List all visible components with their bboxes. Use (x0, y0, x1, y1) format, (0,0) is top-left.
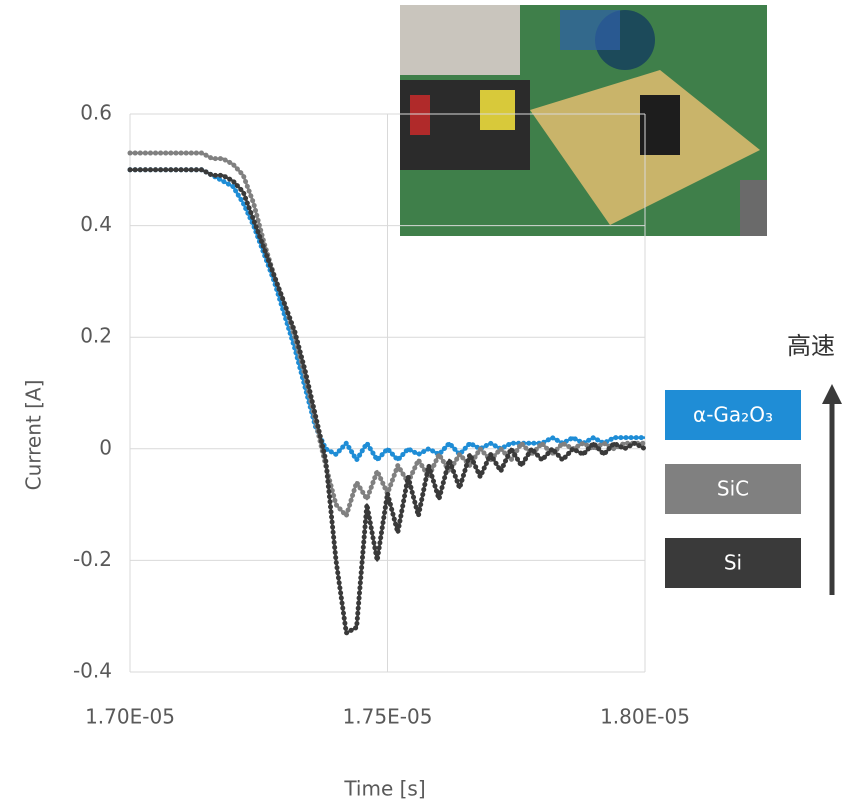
x-tick-label: 1.75E-05 (343, 705, 433, 729)
y-tick-label: 0 (99, 435, 112, 459)
legend-swatch (665, 390, 801, 440)
y-tick-label: -0.4 (73, 659, 112, 683)
y-tick-label: 0.4 (80, 212, 112, 236)
speed-annotation: 高速 (787, 332, 835, 360)
photo (400, 5, 767, 236)
series-line-core (130, 168, 646, 635)
legend-label: SiC (717, 477, 749, 501)
y-tick-label: -0.2 (73, 547, 112, 571)
x-tick-label: 1.70E-05 (85, 705, 175, 729)
y-tick-label: 0.6 (80, 101, 112, 125)
legend-swatch (665, 538, 801, 588)
legend-label: Si (724, 551, 742, 575)
arrow-head (822, 384, 842, 404)
legend-swatch (665, 464, 801, 514)
x-axis-label: Time [s] (343, 777, 425, 801)
x-tick-label: 1.80E-05 (600, 705, 690, 729)
legend-label: α-Ga₂O₃ (693, 403, 773, 427)
y-tick-label: 0.2 (80, 324, 112, 348)
y-axis-label: Current [A] (22, 380, 46, 491)
